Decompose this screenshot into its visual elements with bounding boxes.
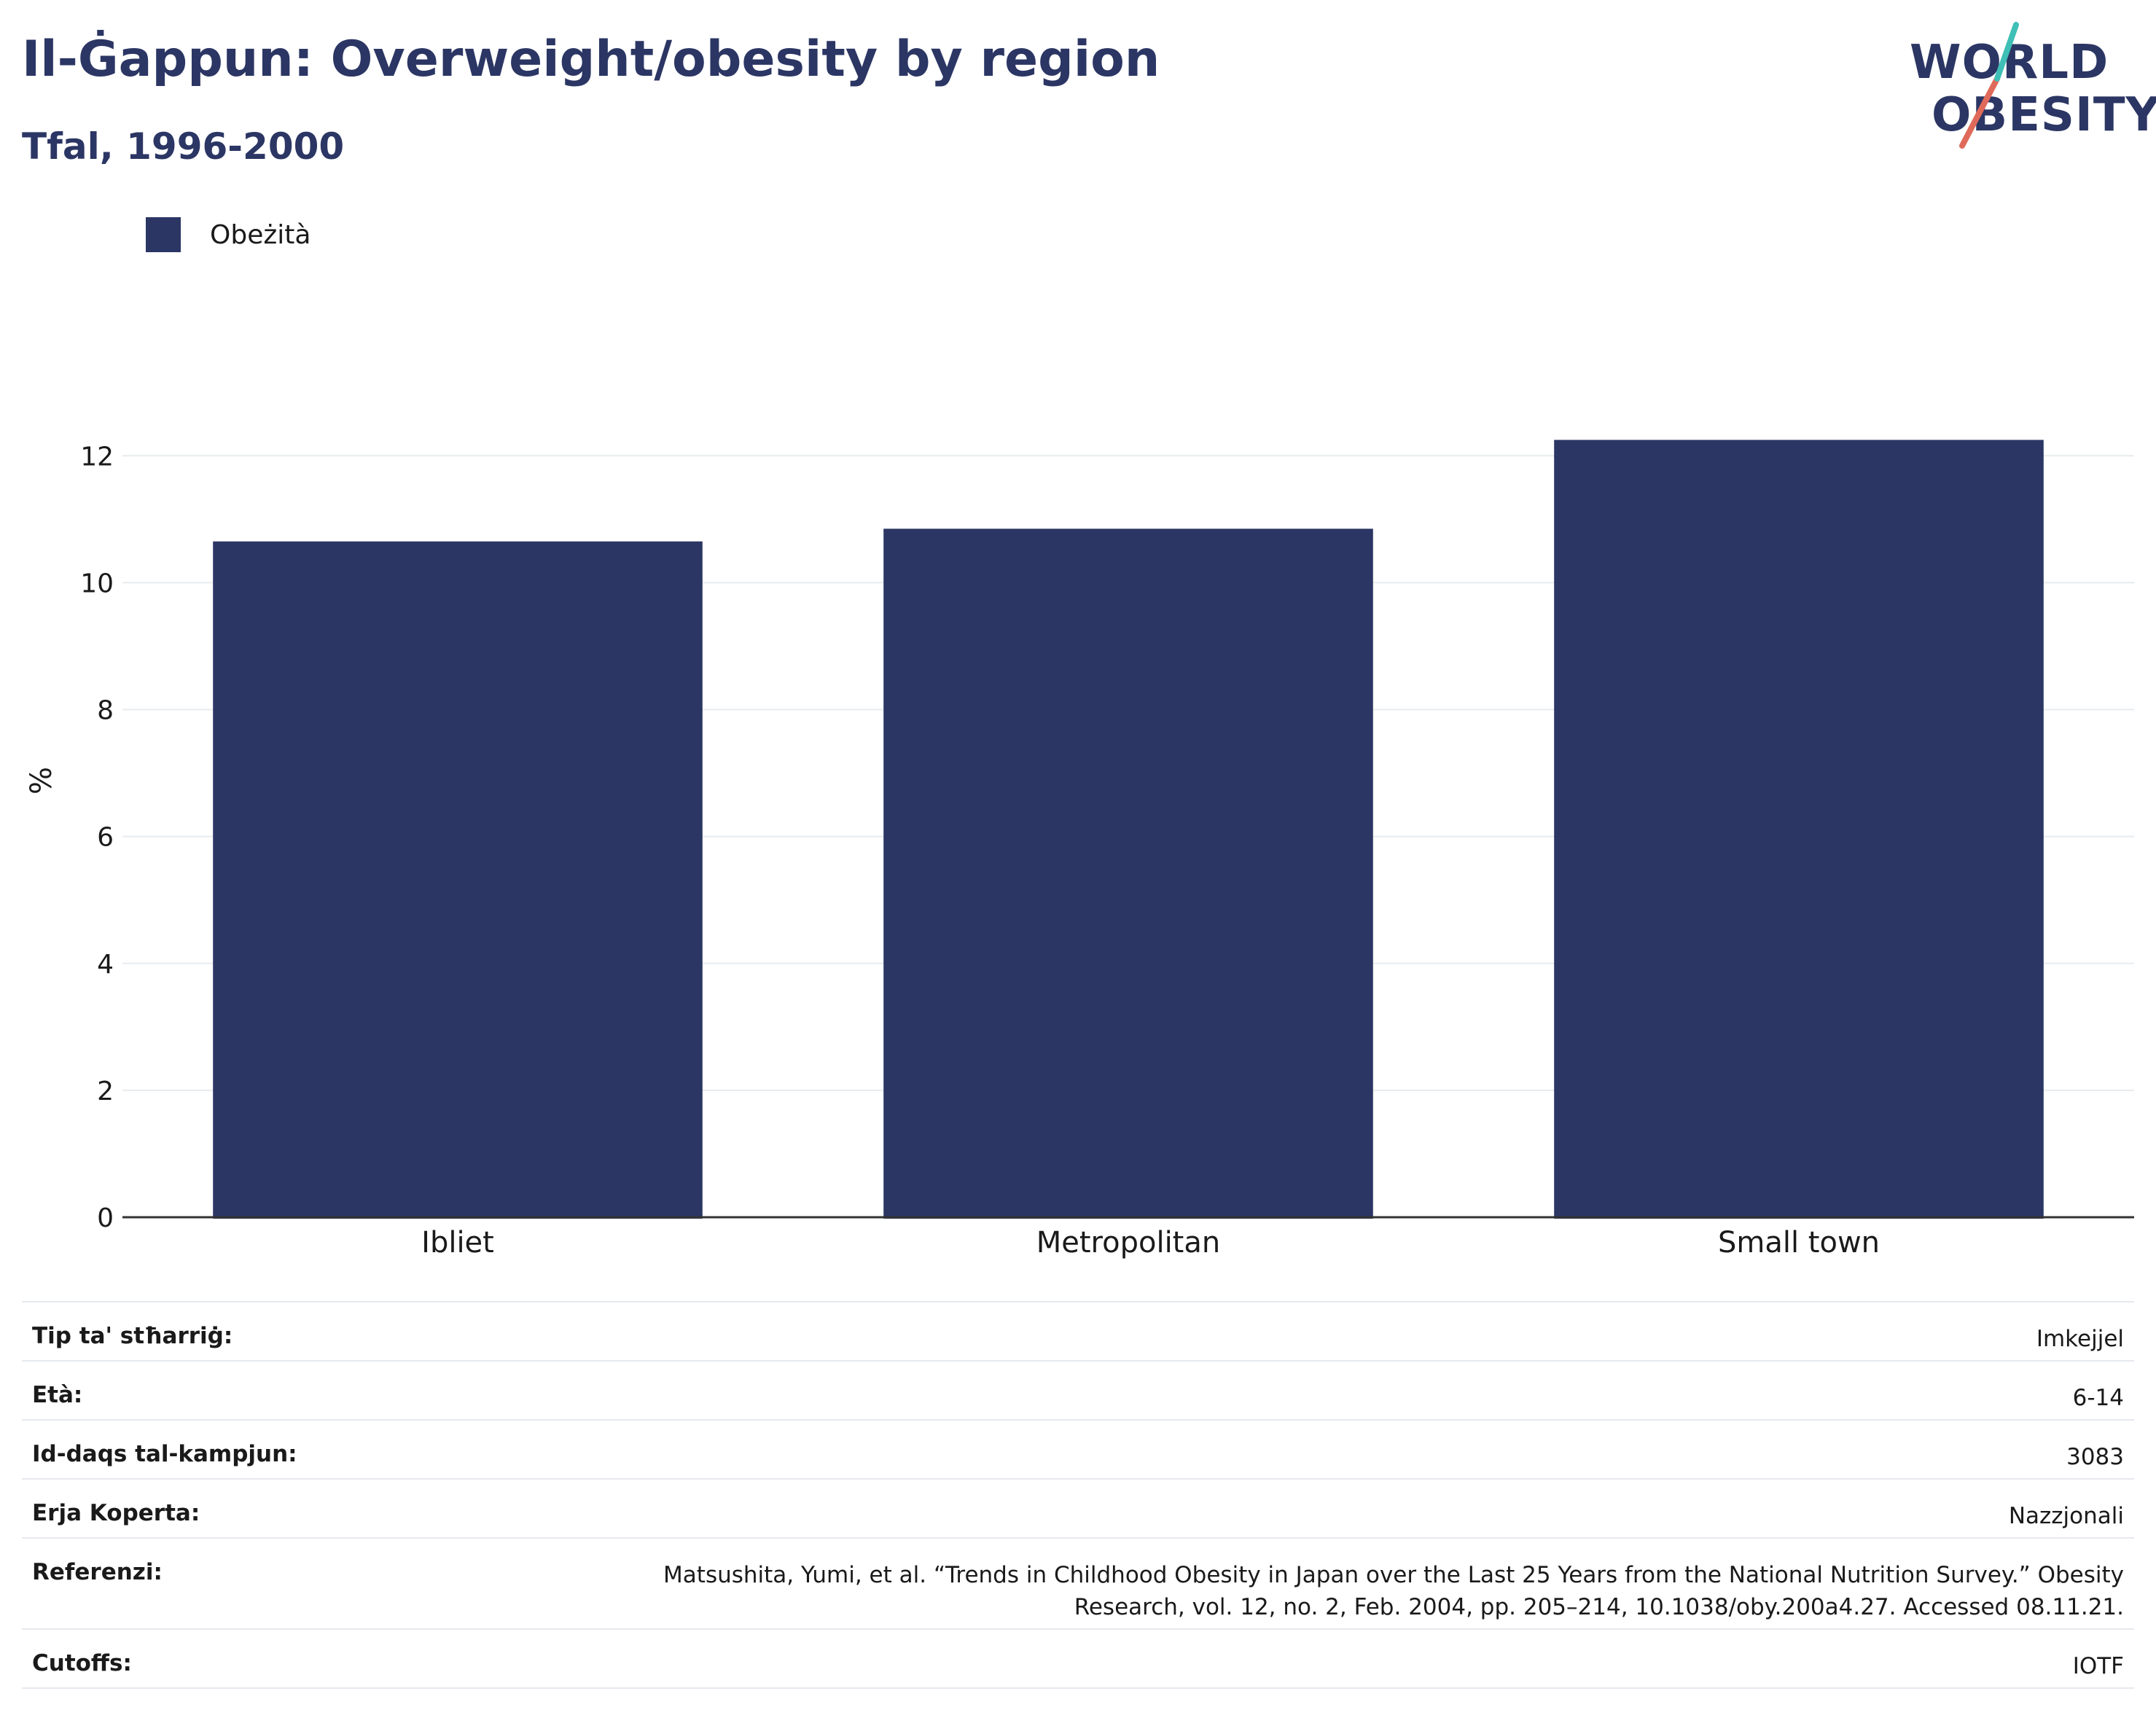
y-tick-label: 2 <box>97 1077 114 1106</box>
y-tick-label: 0 <box>97 1203 114 1233</box>
info-key: Erja Koperta: <box>22 1478 364 1538</box>
y-tick-label: 6 <box>97 823 114 853</box>
chart-title: Il-Ġappun: Overweight/obesity by region <box>22 31 1160 88</box>
info-key: Referenzi: <box>22 1537 364 1629</box>
y-tick-label: 12 <box>80 442 114 472</box>
reference-line-2: Research, vol. 12, no. 2, Feb. 2004, pp.… <box>1074 1594 2124 1620</box>
info-value-reference: Matsushita, Yumi, et al. “Trends in Chil… <box>363 1537 2134 1629</box>
info-row: Referenzi: Matsushita, Yumi, et al. “Tre… <box>22 1537 2134 1629</box>
info-row: Età: 6-14 <box>22 1360 2134 1420</box>
x-tick-label: Ibliet <box>421 1226 494 1260</box>
info-row: Erja Koperta: Nazzjonali <box>22 1478 2134 1538</box>
info-row: Cutoffs: IOTF <box>22 1628 2134 1689</box>
info-row: Tip ta' stħarriġ: Imkejjel <box>22 1301 2134 1361</box>
info-value: 6-14 <box>363 1360 2134 1420</box>
info-key: Id-daqs tal-kampjun: <box>22 1419 364 1479</box>
survey-info-table: Tip ta' stħarriġ: Imkejjel Età: 6-14 Id-… <box>22 1301 2134 1689</box>
bar <box>1554 440 2044 1219</box>
info-value: Nazzjonali <box>363 1478 2134 1538</box>
info-key: Tip ta' stħarriġ: <box>22 1301 364 1361</box>
info-value: IOTF <box>363 1628 2134 1689</box>
bar-chart: 0 2 4 6 8 10 12 Ibliet Metropolitan Small town <box>80 440 2134 1260</box>
info-value: Imkejjel <box>363 1301 2134 1361</box>
legend: Obeżità <box>146 217 310 252</box>
info-value: 3083 <box>363 1419 2134 1479</box>
legend-swatch <box>146 217 181 252</box>
legend-label: Obeżità <box>210 219 311 250</box>
chart-subtitle: Tfal, 1996-2000 <box>22 125 345 168</box>
info-key: Cutoffs: <box>22 1628 364 1689</box>
y-tick-label: 8 <box>97 696 114 726</box>
y-tick-label: 10 <box>80 569 114 598</box>
logo-slash-icon <box>1959 22 2019 149</box>
reference-line-1: Matsushita, Yumi, et al. “Trends in Chil… <box>663 1562 2124 1588</box>
bar <box>213 541 703 1219</box>
info-key: Età: <box>22 1360 364 1420</box>
y-tick-label: 4 <box>97 950 114 980</box>
bar <box>883 528 1373 1219</box>
world-obesity-logo: WORLD OBESITY <box>1895 22 2156 153</box>
info-row: Id-daqs tal-kampjun: 3083 <box>22 1419 2134 1479</box>
x-tick-label: Metropolitan <box>1036 1226 1220 1260</box>
x-tick-label: Small town <box>1718 1226 1880 1260</box>
